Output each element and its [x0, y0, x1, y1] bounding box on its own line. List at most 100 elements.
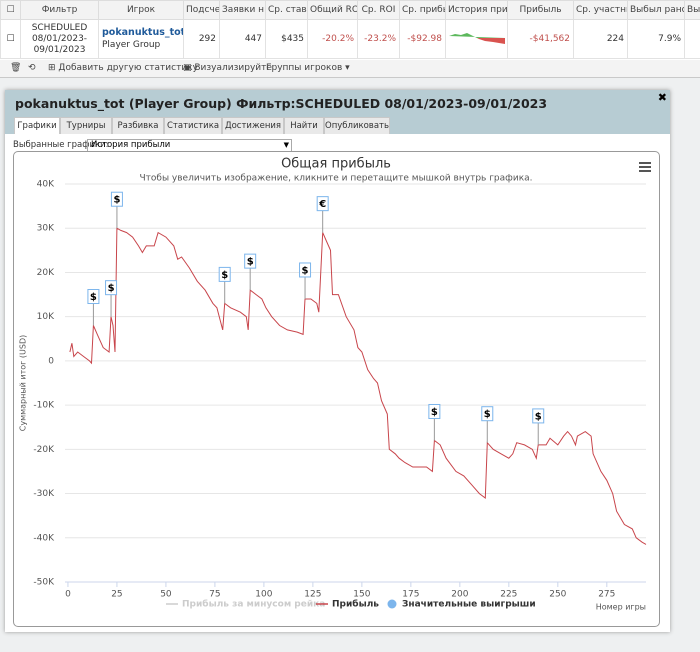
- stats-table-area: ☐ ФильтрИгрокПодсчетЗаявки нСр. ставкОбщ…: [0, 0, 700, 78]
- toolbar: 🗑 ⟲ ⊞ Добавить другую статистику ▣ Визуал…: [0, 60, 700, 77]
- header[interactable]: Выб: [684, 0, 700, 20]
- cell: -$41,562: [507, 19, 574, 59]
- sparkline-cell: [445, 19, 508, 59]
- add-stat-label: Добавить другую статистику: [58, 63, 198, 73]
- header[interactable]: Ср. ставк: [265, 0, 308, 20]
- tab[interactable]: Статистика: [164, 117, 222, 134]
- visualize[interactable]: ▣ Визуализируйте: [183, 63, 272, 73]
- flag: [105, 280, 118, 296]
- legend-label: Значительные выигрыши: [402, 600, 536, 610]
- x-tick-label: 0: [65, 590, 71, 600]
- flag-label: $: [302, 265, 309, 276]
- flag-label: $: [247, 257, 254, 268]
- header[interactable]: Прибыль: [507, 0, 574, 20]
- tab[interactable]: Достижения: [222, 117, 284, 134]
- cell: [684, 19, 700, 59]
- y-tick-label: -10K: [33, 401, 55, 411]
- icon[interactable]: 🗑: [10, 63, 22, 73]
- profit-line: [69, 227, 647, 545]
- flag-label: $: [484, 409, 491, 420]
- x-tick-label: 250: [549, 590, 566, 600]
- x-axis-title: Номер игры: [596, 603, 646, 612]
- tab[interactable]: Графики: [14, 117, 60, 134]
- groups-label: Группы игроков: [266, 63, 343, 73]
- flag: [316, 196, 329, 212]
- icon[interactable]: ⟲: [28, 63, 36, 73]
- flag-label: $: [113, 195, 120, 206]
- header[interactable]: Общий ROI: [307, 0, 358, 20]
- flag: [428, 403, 441, 419]
- cell: -$92.98: [399, 19, 446, 59]
- x-tick-label: 125: [304, 590, 321, 600]
- flag: [481, 406, 494, 422]
- cell: 447: [219, 19, 266, 59]
- legend-item[interactable]: Прибыль: [316, 599, 379, 610]
- flag-label: $: [431, 407, 438, 418]
- legend-symbol: [387, 599, 397, 609]
- chart: Общая прибыль Чтобы увеличить изображени…: [19, 157, 651, 612]
- flag: [87, 289, 100, 305]
- cell: SCHEDULED 08/01/2023-09/01/2023: [20, 19, 99, 59]
- arrow: ▼: [283, 141, 289, 149]
- panel: pokanuktus_tot (Player Group) Фильтр:SCH…: [5, 90, 670, 632]
- x-tick-label: 150: [353, 590, 370, 600]
- panel-title: pokanuktus_tot (Player Group) Фильтр:SCH…: [15, 96, 548, 111]
- x-tick-label: 225: [500, 590, 517, 600]
- stats-table: ☐ ФильтрИгрокПодсчетЗаявки нСр. ставкОбщ…: [0, 0, 700, 59]
- y-tick-label: -50K: [33, 578, 55, 588]
- tab[interactable]: Найти: [284, 117, 324, 134]
- legend-item[interactable]: Прибыль за минусом рейка: [166, 599, 325, 610]
- flag-label: $: [108, 283, 115, 294]
- x-tick-label: 75: [209, 590, 220, 600]
- header[interactable]: Ср. прибы: [399, 0, 446, 20]
- y-tick-label: 0: [48, 356, 54, 366]
- header[interactable]: История прибы: [445, 0, 508, 20]
- header[interactable]: Заявки н: [219, 0, 266, 20]
- x-tick-label: 175: [402, 590, 419, 600]
- check-all[interactable]: ☐: [0, 0, 21, 20]
- flag: [218, 266, 231, 282]
- add-stat[interactable]: ⊞ Добавить другую статистику: [48, 63, 198, 73]
- close[interactable]: ✖: [657, 91, 667, 104]
- header[interactable]: Ср. участни: [573, 0, 628, 20]
- tab[interactable]: Опубликовать: [324, 117, 390, 134]
- chart-subtitle: Чтобы увеличить изображение, кликните и …: [139, 174, 532, 184]
- y-tick-label: 30K: [37, 224, 55, 234]
- x-tick-label: 50: [160, 590, 172, 600]
- tab[interactable]: Разбивка: [112, 117, 164, 134]
- legend-item[interactable]: Значительные выигрыши: [387, 599, 536, 610]
- y-tick-label: -20K: [33, 445, 55, 455]
- flag: [532, 408, 545, 424]
- player-type: Player Group: [102, 40, 161, 50]
- row-check[interactable]: ☐: [0, 19, 21, 59]
- header[interactable]: Ср. ROI: [357, 0, 400, 20]
- groups[interactable]: Группы игроков ▾: [266, 63, 350, 73]
- legend-label: Прибыль за минусом рейка: [182, 599, 325, 610]
- cell: 292: [183, 19, 220, 59]
- tab[interactable]: Турниры: [60, 117, 112, 134]
- header[interactable]: Выбыл рано: [627, 0, 685, 20]
- cell: -23.2%: [357, 19, 400, 59]
- flag-label: $: [221, 270, 228, 281]
- x-tick-label: 25: [111, 590, 122, 600]
- x-tick-label: 200: [451, 590, 468, 600]
- menu[interactable]: [639, 162, 651, 172]
- y-tick-label: -30K: [33, 489, 55, 499]
- flag-label: $: [535, 411, 542, 422]
- cell: 7.9%: [627, 19, 685, 59]
- player-link[interactable]: pokanuktus_tot: [102, 27, 184, 38]
- header[interactable]: Фильтр: [20, 0, 99, 20]
- flag: [110, 191, 123, 207]
- y-tick-label: 40K: [37, 180, 55, 190]
- select-label: Выбранные графики:: [13, 140, 109, 150]
- legend-label: Прибыль: [332, 599, 379, 610]
- header[interactable]: Игрок: [98, 0, 184, 20]
- header[interactable]: Подсчет: [183, 0, 220, 20]
- flag-label: €: [318, 199, 326, 210]
- y-tick-label: 10K: [37, 312, 55, 322]
- chart-title: Общая прибыль: [281, 157, 391, 172]
- x-tick-label: 100: [255, 590, 272, 600]
- select-value: История прибыли: [91, 140, 171, 150]
- cell: -20.2%: [307, 19, 358, 59]
